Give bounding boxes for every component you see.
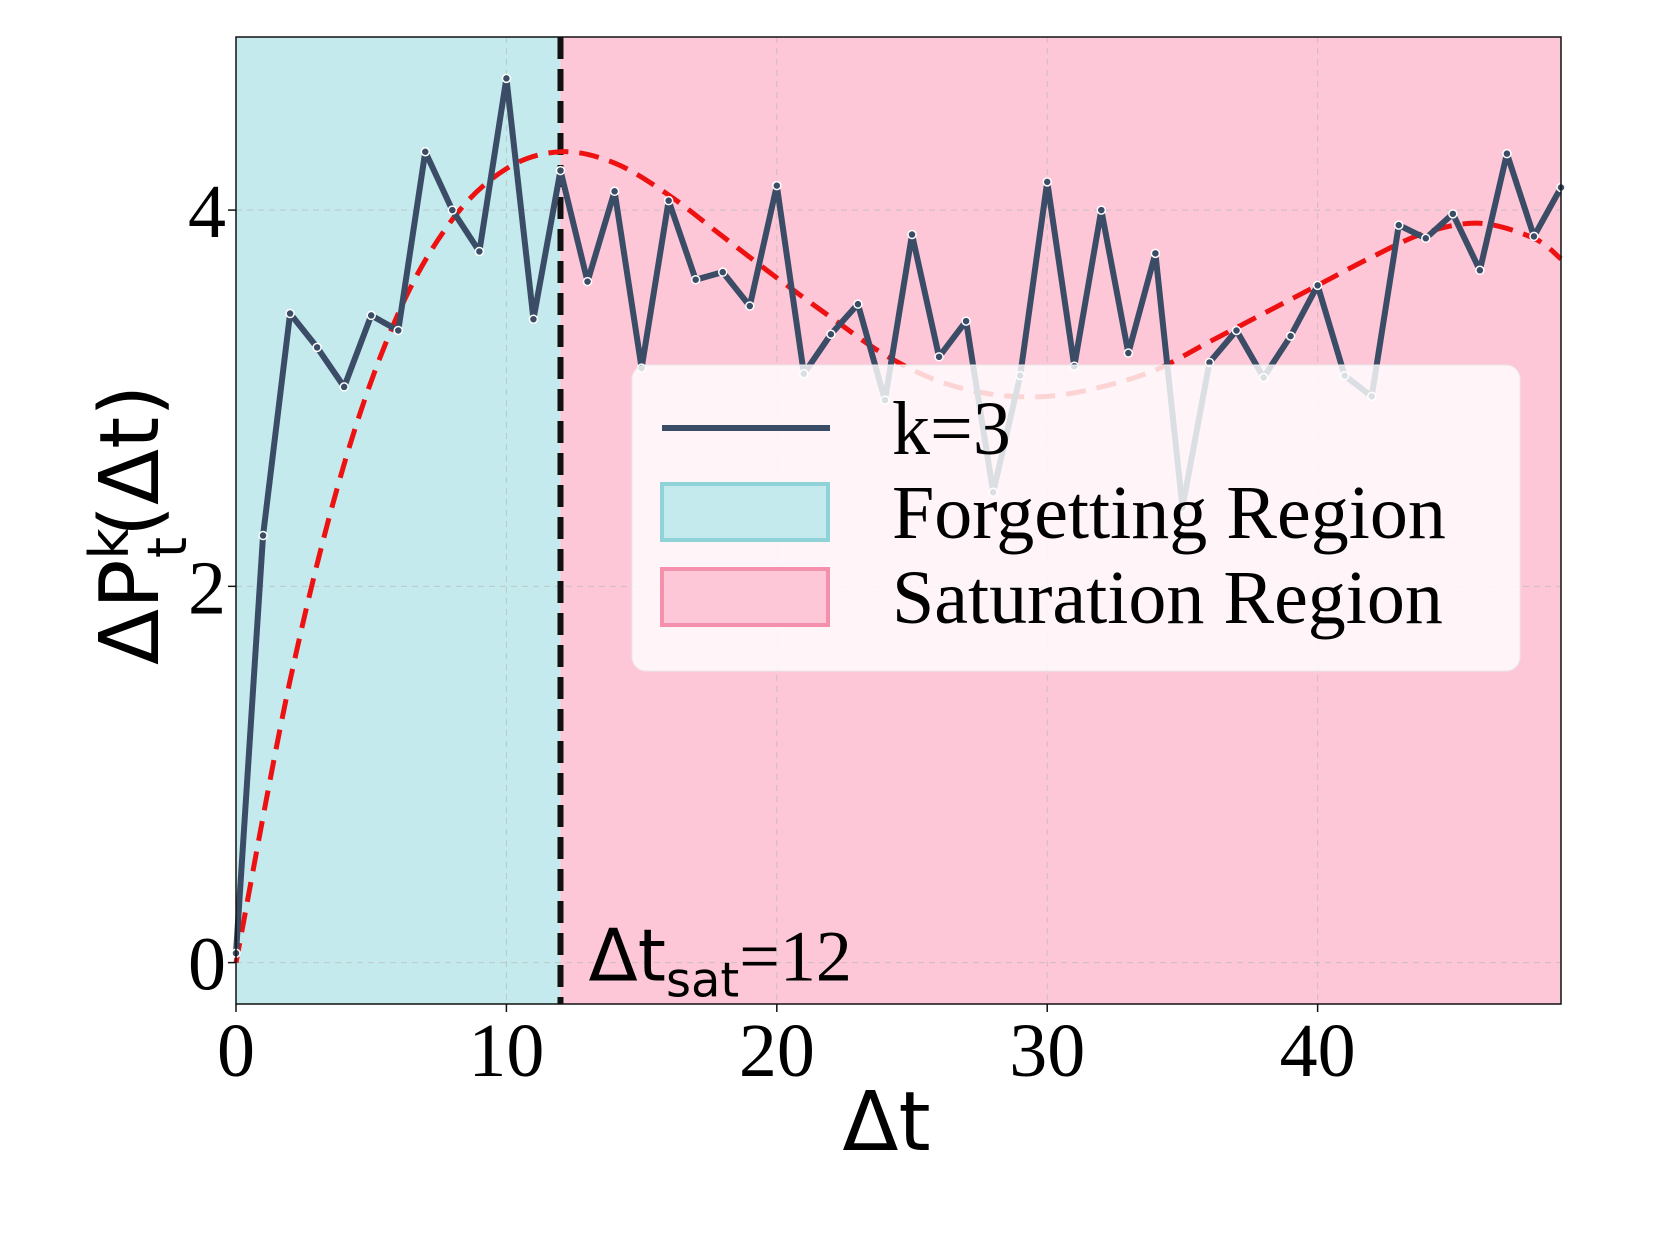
x-tick-label: 0 [217, 1009, 255, 1093]
data-point [420, 147, 431, 157]
legend-box [631, 364, 1521, 672]
vline-label-main: Δt [588, 914, 665, 998]
y-axis-label-tail: (Δt) [83, 385, 178, 537]
data-point [582, 276, 593, 287]
data-point [312, 342, 322, 353]
data-point [1285, 331, 1296, 341]
tick-layer: 0 10 20 30 40 0 2 4 [188, 170, 1356, 1093]
data-point [934, 352, 944, 362]
region-forgetting-region [236, 37, 561, 1004]
data-point [528, 314, 539, 324]
legend-label: Saturation Region [892, 556, 1443, 640]
y-tick-label: 0 [188, 923, 226, 1007]
data-point [1312, 280, 1323, 291]
data-point [1042, 177, 1052, 187]
fit-curve-layer [233, 149, 1563, 964]
data-point [961, 316, 971, 326]
x-tick-label: 10 [468, 1009, 544, 1093]
x-tick-label: 30 [1009, 1009, 1085, 1093]
data-point [447, 205, 458, 215]
data-point [609, 186, 620, 197]
data-point [1096, 205, 1107, 215]
data-point [826, 329, 836, 339]
data-point [474, 246, 485, 257]
data-point [1529, 231, 1539, 242]
data-point [1421, 233, 1431, 244]
data-point [907, 229, 917, 240]
x-axis-label: Δt [842, 1075, 930, 1170]
data-point [393, 325, 403, 336]
data-point [690, 274, 701, 285]
data-point [339, 382, 349, 392]
legend-swatch-forgetting-region [660, 482, 830, 542]
legend-swatch-saturation-region [660, 567, 830, 627]
plot-frame [235, 36, 1562, 1005]
y-axis-label: ΔPkt(Δt) [78, 385, 199, 665]
vline-label: Δtsat=12 [588, 914, 851, 1009]
y-tick-label: 2 [188, 546, 226, 630]
fit-curve [233, 149, 1563, 964]
legend-label: k=3 [892, 387, 1011, 471]
x-tick-label: 40 [1280, 1009, 1356, 1093]
data-point [258, 530, 268, 541]
data-point [1502, 148, 1512, 159]
legend-label: Forgetting Region [892, 471, 1446, 555]
data-point [285, 308, 295, 319]
y-axis-label-main: ΔP [83, 559, 178, 665]
series-line [233, 75, 1564, 957]
data-point [366, 310, 376, 321]
data-point [1448, 209, 1458, 219]
data-point [1231, 325, 1242, 336]
data-point [717, 267, 728, 277]
y-tick-label: 4 [188, 170, 226, 254]
data-point [555, 165, 566, 176]
vline-label-tail: =12 [739, 917, 852, 997]
data-point [663, 195, 674, 206]
data-point [1394, 220, 1404, 230]
data-point [1475, 265, 1485, 276]
y-axis-label-sub: t [136, 537, 199, 558]
data-point [772, 180, 782, 191]
data-point [745, 301, 755, 311]
data-point [501, 73, 512, 84]
y-axis-label-sup: k [78, 527, 141, 559]
data-point [1150, 248, 1161, 259]
data-point [1123, 348, 1134, 358]
x-tick-label: 20 [739, 1009, 815, 1093]
data-point [853, 299, 863, 309]
vline-label-sub: sat [666, 953, 739, 1009]
